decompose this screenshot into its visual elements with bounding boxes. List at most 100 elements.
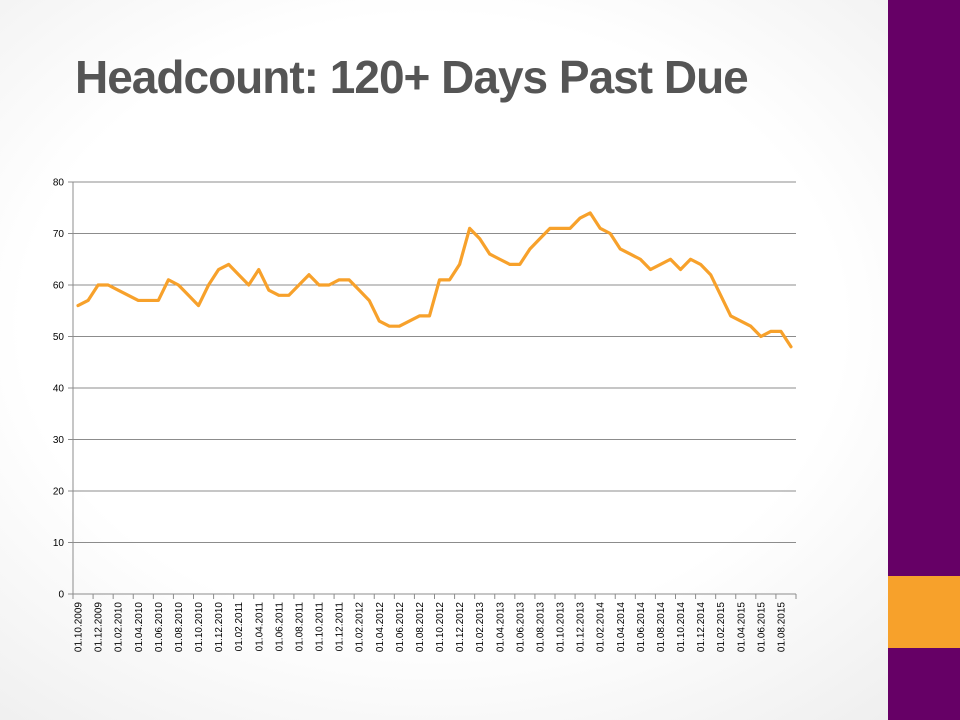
x-tick-label: 01.04.2012 [375,602,386,652]
side-accent-bar [888,0,960,720]
x-tick-label: 01.12.2013 [576,602,587,652]
gridlines [73,181,796,595]
data-point [468,227,471,230]
data-point [127,294,130,297]
data-point [368,299,371,302]
x-tick-label: 01.10.2012 [435,602,446,652]
x-tick-label: 01.08.2014 [656,602,667,652]
data-point [438,279,441,281]
x-tick-label: 01.10.2009 [74,602,85,652]
data-point [207,284,210,286]
y-tick-label-70: 70 [53,229,65,240]
slide-title: Headcount: 120+ Days Past Due [75,51,749,103]
y-tick-label-20: 20 [53,487,65,498]
x-tick-label: 01.10.2014 [676,602,687,652]
side-bar-orange-block [888,576,960,648]
data-point [780,330,782,333]
x-tick-label: 01.04.2010 [134,602,145,652]
x-tick-label: 01.08.2015 [776,602,787,652]
data-point [579,217,581,219]
x-tick-label: 01.02.2015 [716,602,727,652]
data-point [729,315,732,317]
y-tick-label-80: 80 [53,178,65,189]
data-point [318,284,320,286]
data-point [760,335,762,338]
x-tick-label: 01.12.2014 [696,602,707,652]
data-point [750,325,752,328]
data-point [629,253,632,255]
x-tick-label: 01.06.2013 [515,602,526,652]
x-tick-label: 01.04.2011 [254,602,265,652]
data-point [689,258,692,261]
data-point [77,304,79,307]
data-point [358,289,360,291]
x-tick-label: 01.04.2015 [736,602,747,652]
data-point [348,279,350,281]
data-point [770,330,772,333]
data-point [478,237,481,240]
y-tick-label-30: 30 [53,435,65,446]
data-point [388,325,391,328]
side-bar-purple-bottom [888,648,960,720]
data-point [599,227,601,230]
data-point [298,284,300,286]
data-point [498,258,501,261]
x-tick-label: 01.12.2010 [214,602,225,652]
data-point [649,268,652,271]
data-point [679,268,682,271]
data-point [539,237,541,240]
x-tick-label: 01.08.2010 [174,602,185,652]
data-point [619,248,622,250]
data-point [488,253,491,255]
data-point [268,289,270,291]
data-point [237,273,240,276]
data-point [167,279,170,281]
data-point [288,294,290,297]
x-tick-label: 01.06.2010 [154,602,165,652]
data-point [458,263,461,266]
side-bar-purple-top [888,0,960,576]
data-point [428,315,431,317]
y-tick-label-0: 0 [58,590,64,601]
data-point [569,227,571,230]
data-point [529,248,531,250]
data-point [338,279,340,281]
data-point [509,263,511,266]
x-tick-label: 01.02.2011 [234,602,245,652]
data-point [719,294,722,297]
data-point [187,294,190,297]
x-tick-label: 01.02.2010 [114,602,125,652]
data-point [739,320,742,322]
data-point [378,320,381,322]
x-tick-label: 01.06.2014 [636,602,647,652]
data-point [157,299,160,302]
x-tick-label: 01.04.2013 [495,602,506,652]
x-tick-label: 01.12.2012 [455,602,466,652]
data-point [418,315,421,317]
x-tick-label: 01.06.2012 [395,602,406,652]
x-tick-label: 01.02.2012 [355,602,366,652]
data-point [589,212,591,214]
x-tick-label: 01.10.2011 [315,602,326,652]
data-point [699,263,702,266]
y-tick-label-40: 40 [53,384,65,395]
y-axis: 0 10 20 30 40 50 60 70 80 [53,178,74,601]
data-point [659,263,662,266]
x-tick-label: 01.08.2011 [294,602,305,652]
x-tick-label: 01.02.2014 [596,602,607,652]
data-point [227,263,230,266]
series-layer [76,211,793,349]
data-point [448,279,451,281]
x-tick-label: 01.08.2012 [415,602,426,652]
x-tick-label: 01.02.2013 [475,602,486,652]
data-point [217,268,220,271]
data-point [97,284,99,286]
data-point [247,284,250,286]
data-point [197,304,200,307]
data-point [790,346,792,348]
data-point [278,294,280,297]
data-point [257,268,260,271]
data-point [519,263,521,266]
data-point [107,284,109,286]
